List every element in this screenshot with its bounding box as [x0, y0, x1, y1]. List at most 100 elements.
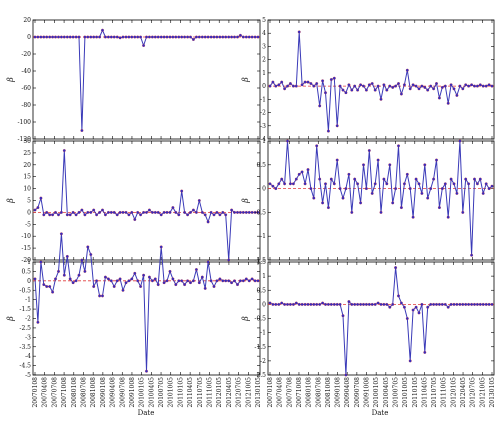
data-point: [80, 258, 84, 262]
data-point: [297, 302, 301, 306]
x-tick-label: 20081008: [90, 377, 97, 408]
x-tick-label: 20120105: [216, 377, 223, 408]
data-point: [98, 294, 102, 298]
data-point: [455, 93, 459, 97]
data-point: [271, 80, 275, 84]
x-tick-label: 20120405: [226, 377, 233, 408]
y-tick-label: 0: [27, 34, 31, 41]
data-point: [227, 35, 231, 39]
data-point: [165, 210, 169, 214]
y-tick-label: -0.5: [254, 316, 266, 323]
data-point: [118, 277, 122, 281]
data-point: [92, 208, 96, 212]
data-point: [487, 83, 491, 87]
data-point: [159, 35, 163, 39]
data-point: [379, 302, 383, 306]
y-tick-label: -60: [21, 85, 31, 92]
data-point: [150, 279, 154, 283]
data-point: [385, 302, 389, 306]
data-point: [432, 87, 436, 91]
y-tick-label: -20: [21, 51, 31, 58]
x-tick-label: 20081008: [325, 377, 332, 408]
data-point: [189, 210, 192, 214]
data-point: [48, 35, 52, 39]
data-point: [191, 279, 195, 283]
data-point: [464, 83, 468, 87]
data-point: [165, 279, 169, 283]
data-point: [165, 35, 169, 39]
data-point: [189, 281, 192, 285]
data-point: [95, 35, 99, 39]
data-point: [391, 201, 395, 205]
data-point: [344, 187, 348, 191]
y-axis-label: β: [241, 316, 250, 322]
data-point: [54, 35, 57, 39]
data-point: [359, 201, 363, 205]
data-point: [414, 84, 418, 88]
data-point: [335, 302, 339, 306]
data-point: [200, 35, 204, 39]
data-point: [324, 302, 327, 306]
y-tick-label: -2.5: [19, 325, 31, 332]
data-point: [74, 279, 78, 283]
data-point: [417, 182, 421, 186]
data-point: [475, 84, 479, 88]
data-point: [470, 302, 474, 306]
data-point: [452, 302, 456, 306]
data-point: [133, 218, 137, 221]
data-point: [274, 302, 278, 306]
data-point: [115, 35, 119, 39]
data-point: [177, 35, 181, 39]
data-point: [212, 213, 216, 217]
data-point: [203, 35, 207, 39]
data-point: [103, 275, 107, 279]
data-point: [376, 84, 380, 88]
data-point: [136, 279, 140, 283]
y-tick-label: 0.5: [256, 162, 266, 169]
data-point: [367, 302, 371, 306]
data-point: [338, 302, 342, 306]
data-point: [42, 283, 46, 287]
data-point: [62, 273, 66, 277]
data-point: [127, 213, 131, 217]
data-point: [183, 210, 187, 214]
data-point: [300, 170, 304, 174]
data-point: [473, 302, 476, 306]
data-point: [362, 302, 365, 306]
data-point: [283, 302, 287, 306]
chart-panel-2: 5 4 3 2 1 0 -1 -2 -3 -4 β: [241, 17, 495, 143]
data-point: [236, 283, 239, 287]
x-tick-label: 20091008: [364, 377, 371, 408]
data-point: [420, 84, 424, 88]
data-point: [162, 281, 166, 285]
data-point: [153, 210, 157, 214]
data-point: [200, 210, 204, 214]
data-point: [139, 285, 143, 288]
data-point: [95, 279, 99, 283]
data-point: [426, 88, 430, 92]
data-point: [147, 275, 151, 279]
y-tick-label: -2.5: [254, 372, 266, 379]
x-tick-label: 20070708: [51, 377, 58, 408]
data-point: [80, 129, 84, 132]
y-tick-label: 1: [262, 273, 266, 280]
data-point: [452, 182, 456, 186]
y-tick-label: 1: [27, 259, 31, 266]
data-point: [347, 172, 351, 176]
data-point: [408, 359, 412, 363]
x-tick-label: 20100105: [373, 377, 380, 408]
data-point: [429, 187, 433, 191]
data-point: [350, 88, 354, 92]
data-point: [218, 35, 222, 39]
data-point: [109, 279, 113, 283]
data-point: [309, 82, 313, 85]
data-point: [364, 187, 368, 191]
data-point: [83, 35, 87, 39]
data-point: [397, 82, 400, 85]
data-point: [145, 35, 148, 39]
x-tick-label: 20080708: [80, 377, 87, 408]
data-point: [268, 301, 272, 305]
data-point: [127, 279, 131, 283]
data-point: [303, 80, 307, 84]
